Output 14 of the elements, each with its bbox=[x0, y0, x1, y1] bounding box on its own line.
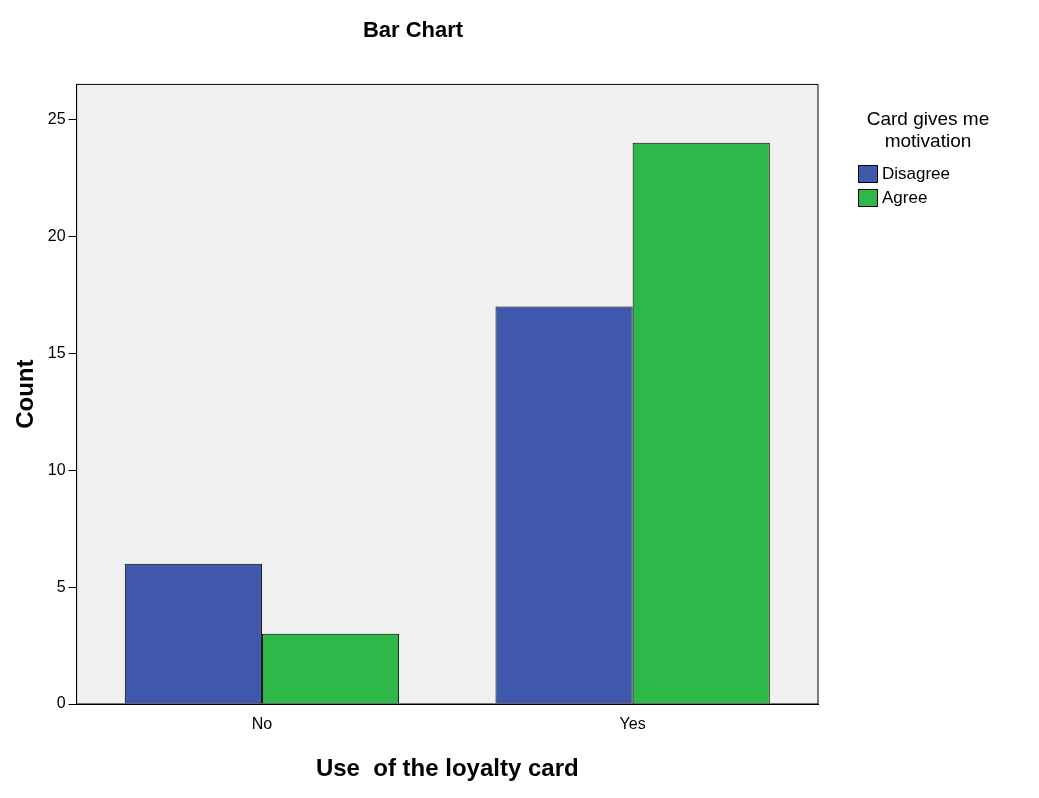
legend-title: Card gives me motivation bbox=[865, 108, 991, 152]
y-tick-label: 10 bbox=[47, 460, 66, 478]
x-axis-title: Use of the loyalty card bbox=[315, 754, 579, 782]
y-tick-label: 15 bbox=[47, 343, 66, 361]
y-tick-label: 0 bbox=[56, 694, 66, 712]
y-tick-label: 20 bbox=[47, 226, 66, 244]
legend-label: Disagree bbox=[882, 164, 951, 184]
x-tick-label: No bbox=[251, 715, 273, 733]
y-axis-title: Count bbox=[11, 359, 39, 429]
legend-label: Agree bbox=[882, 188, 928, 208]
y-tick-label: 5 bbox=[56, 577, 66, 595]
chart-title: Bar Chart bbox=[362, 17, 464, 43]
x-tick-label: Yes bbox=[619, 715, 646, 733]
y-tick-label: 25 bbox=[47, 109, 66, 127]
